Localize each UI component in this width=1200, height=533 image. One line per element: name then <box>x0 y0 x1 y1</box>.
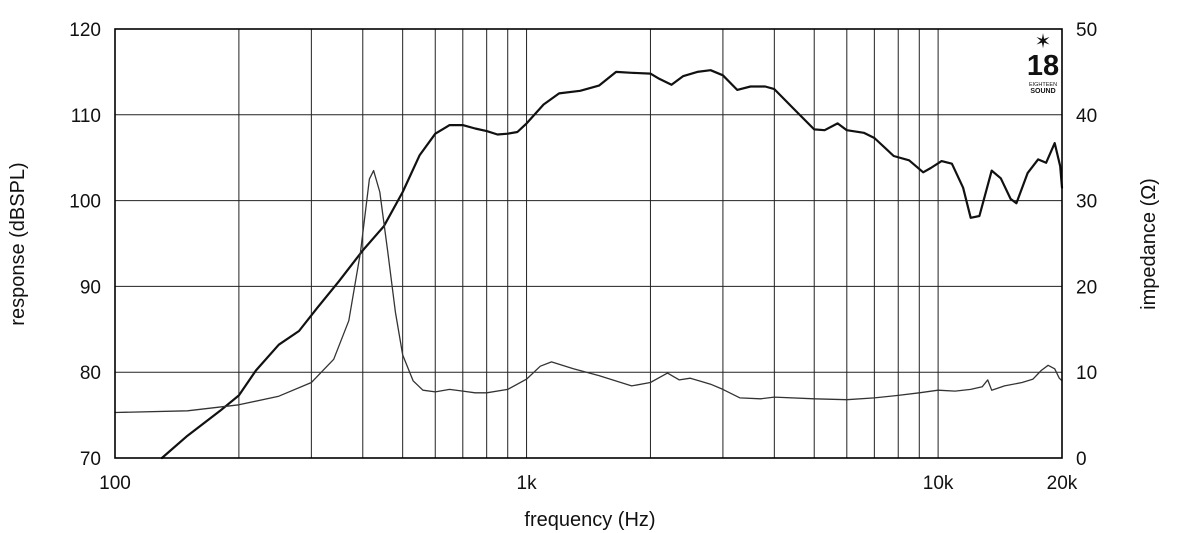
grid-lines <box>115 29 1062 458</box>
eighteen-sound-logo: ✶ 18 EIGHTEEN SOUND <box>1027 31 1059 95</box>
y2-axis-label: impedance (Ω) <box>1138 178 1160 310</box>
y2-tick-label: 50 <box>1076 20 1097 41</box>
y-tick-label: 70 <box>80 449 101 470</box>
logo-line2: SOUND <box>1030 88 1055 95</box>
y2-tick-label: 40 <box>1076 106 1097 127</box>
x-tick-label: 10k <box>923 473 954 494</box>
x-tick-label: 100 <box>99 473 131 494</box>
logo-star-icon: ✶ <box>1035 31 1052 53</box>
response-curve <box>160 69 1064 460</box>
y2-tick-label: 20 <box>1076 277 1097 298</box>
impedance-curve <box>114 169 1063 414</box>
x-axis-label: frequency (Hz) <box>524 509 655 531</box>
y-axis-label: response (dBSPL) <box>7 162 29 325</box>
y-tick-label: 90 <box>80 277 101 298</box>
y2-tick-label: 10 <box>1076 363 1097 384</box>
y2-tick-label: 30 <box>1076 192 1097 213</box>
y2-tick-label: 0 <box>1076 449 1087 470</box>
y-tick-label: 80 <box>80 363 101 384</box>
y-tick-label: 100 <box>69 192 101 213</box>
tick-labels: 100 1k 10k 20k 70 80 90 100 110 120 0 10 20 30 40 50 <box>69 20 1097 494</box>
series-group <box>114 69 1064 460</box>
y-tick-label: 120 <box>69 20 101 41</box>
x-tick-label: 1k <box>517 473 538 494</box>
logo-number: 18 <box>1027 50 1059 82</box>
logo-line1: EIGHTEEN <box>1029 82 1057 88</box>
y-tick-label: 110 <box>71 106 101 127</box>
x-tick-label: 20k <box>1047 473 1078 494</box>
plot-frame <box>114 28 1063 459</box>
